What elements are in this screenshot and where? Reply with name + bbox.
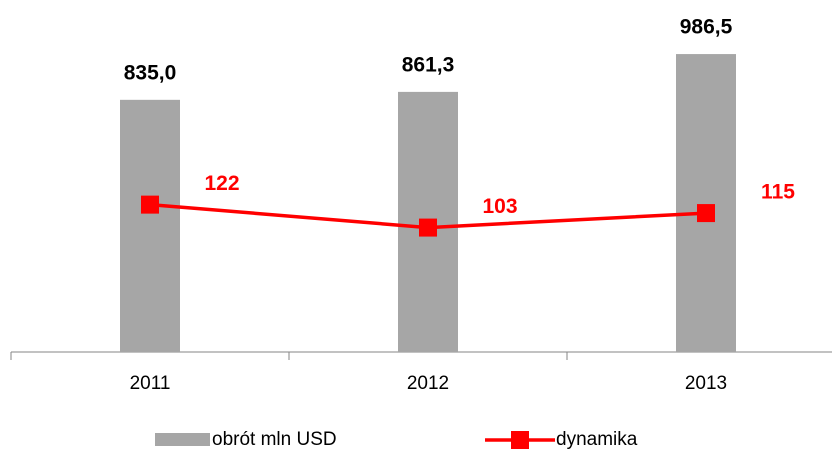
bar <box>120 99 180 352</box>
x-tick-label: 2012 <box>407 373 449 394</box>
bar <box>676 54 736 353</box>
data-label: 103 <box>482 195 517 218</box>
legend-marker <box>511 431 529 449</box>
x-tick-label: 2013 <box>685 373 727 394</box>
data-label: 835,0 <box>124 61 177 84</box>
data-label: 122 <box>204 172 239 195</box>
data-label: 861,3 <box>402 53 455 76</box>
line-marker <box>697 204 715 223</box>
legend-label: obrót mln USD <box>212 429 337 450</box>
line-marker <box>141 195 159 214</box>
legend-label: dynamika <box>556 429 638 450</box>
x-tick-label: 2011 <box>130 373 171 394</box>
legend-swatch <box>155 433 210 446</box>
data-label: 115 <box>761 181 795 204</box>
data-label: 986,5 <box>680 16 733 39</box>
line-marker <box>419 218 437 237</box>
